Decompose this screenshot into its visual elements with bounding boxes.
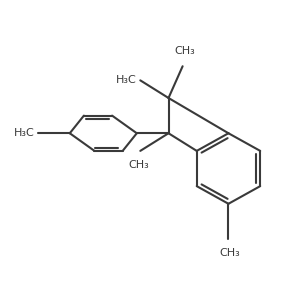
- Text: CH₃: CH₃: [174, 46, 195, 56]
- Text: CH₃: CH₃: [220, 248, 241, 258]
- Text: H₃C: H₃C: [14, 128, 34, 138]
- Text: CH₃: CH₃: [128, 160, 149, 170]
- Text: H₃C: H₃C: [116, 75, 137, 85]
